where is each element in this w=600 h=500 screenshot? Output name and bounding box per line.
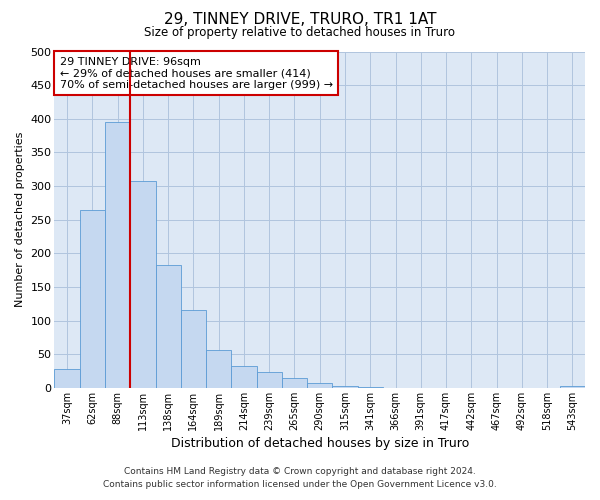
Bar <box>80 210 105 388</box>
Bar <box>181 310 206 388</box>
Y-axis label: Number of detached properties: Number of detached properties <box>15 132 25 308</box>
Text: Size of property relative to detached houses in Truro: Size of property relative to detached ho… <box>145 26 455 39</box>
Bar <box>206 350 232 388</box>
Bar <box>358 387 383 388</box>
Bar <box>55 369 80 388</box>
Bar <box>282 378 307 388</box>
X-axis label: Distribution of detached houses by size in Truro: Distribution of detached houses by size … <box>170 437 469 450</box>
Text: Contains HM Land Registry data © Crown copyright and database right 2024.
Contai: Contains HM Land Registry data © Crown c… <box>103 468 497 489</box>
Bar <box>130 180 155 388</box>
Bar <box>155 266 181 388</box>
Text: 29 TINNEY DRIVE: 96sqm
← 29% of detached houses are smaller (414)
70% of semi-de: 29 TINNEY DRIVE: 96sqm ← 29% of detached… <box>60 56 333 90</box>
Bar <box>105 122 130 388</box>
Bar <box>232 366 257 388</box>
Text: 29, TINNEY DRIVE, TRURO, TR1 1AT: 29, TINNEY DRIVE, TRURO, TR1 1AT <box>164 12 436 28</box>
Bar <box>257 372 282 388</box>
Bar <box>332 386 358 388</box>
Bar <box>560 386 585 388</box>
Bar <box>307 383 332 388</box>
